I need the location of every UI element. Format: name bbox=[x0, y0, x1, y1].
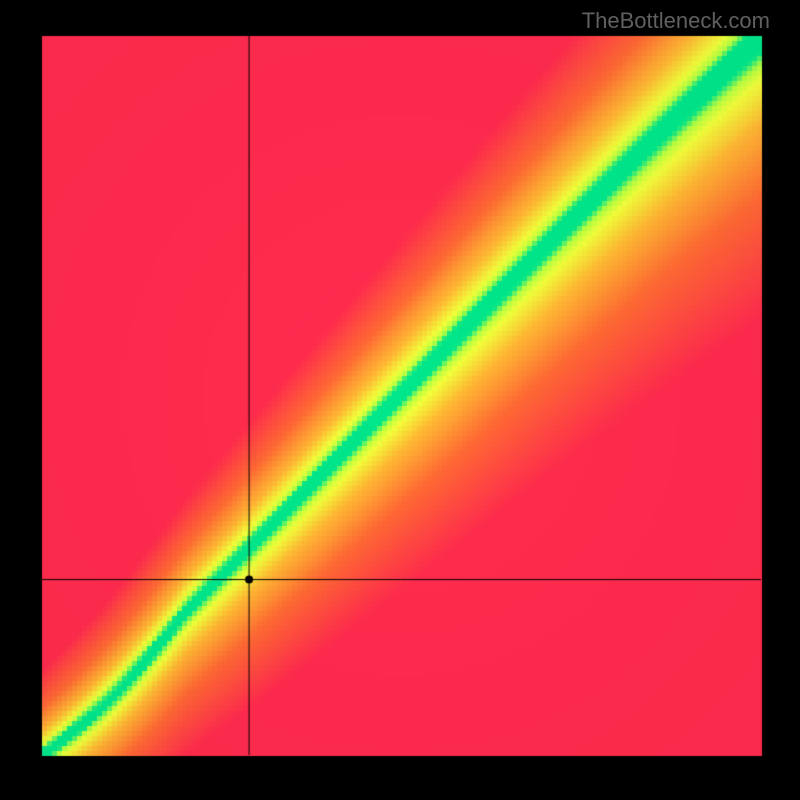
watermark-text: TheBottleneck.com bbox=[582, 8, 770, 34]
chart-container: TheBottleneck.com bbox=[0, 0, 800, 800]
heatmap-canvas bbox=[0, 0, 800, 800]
